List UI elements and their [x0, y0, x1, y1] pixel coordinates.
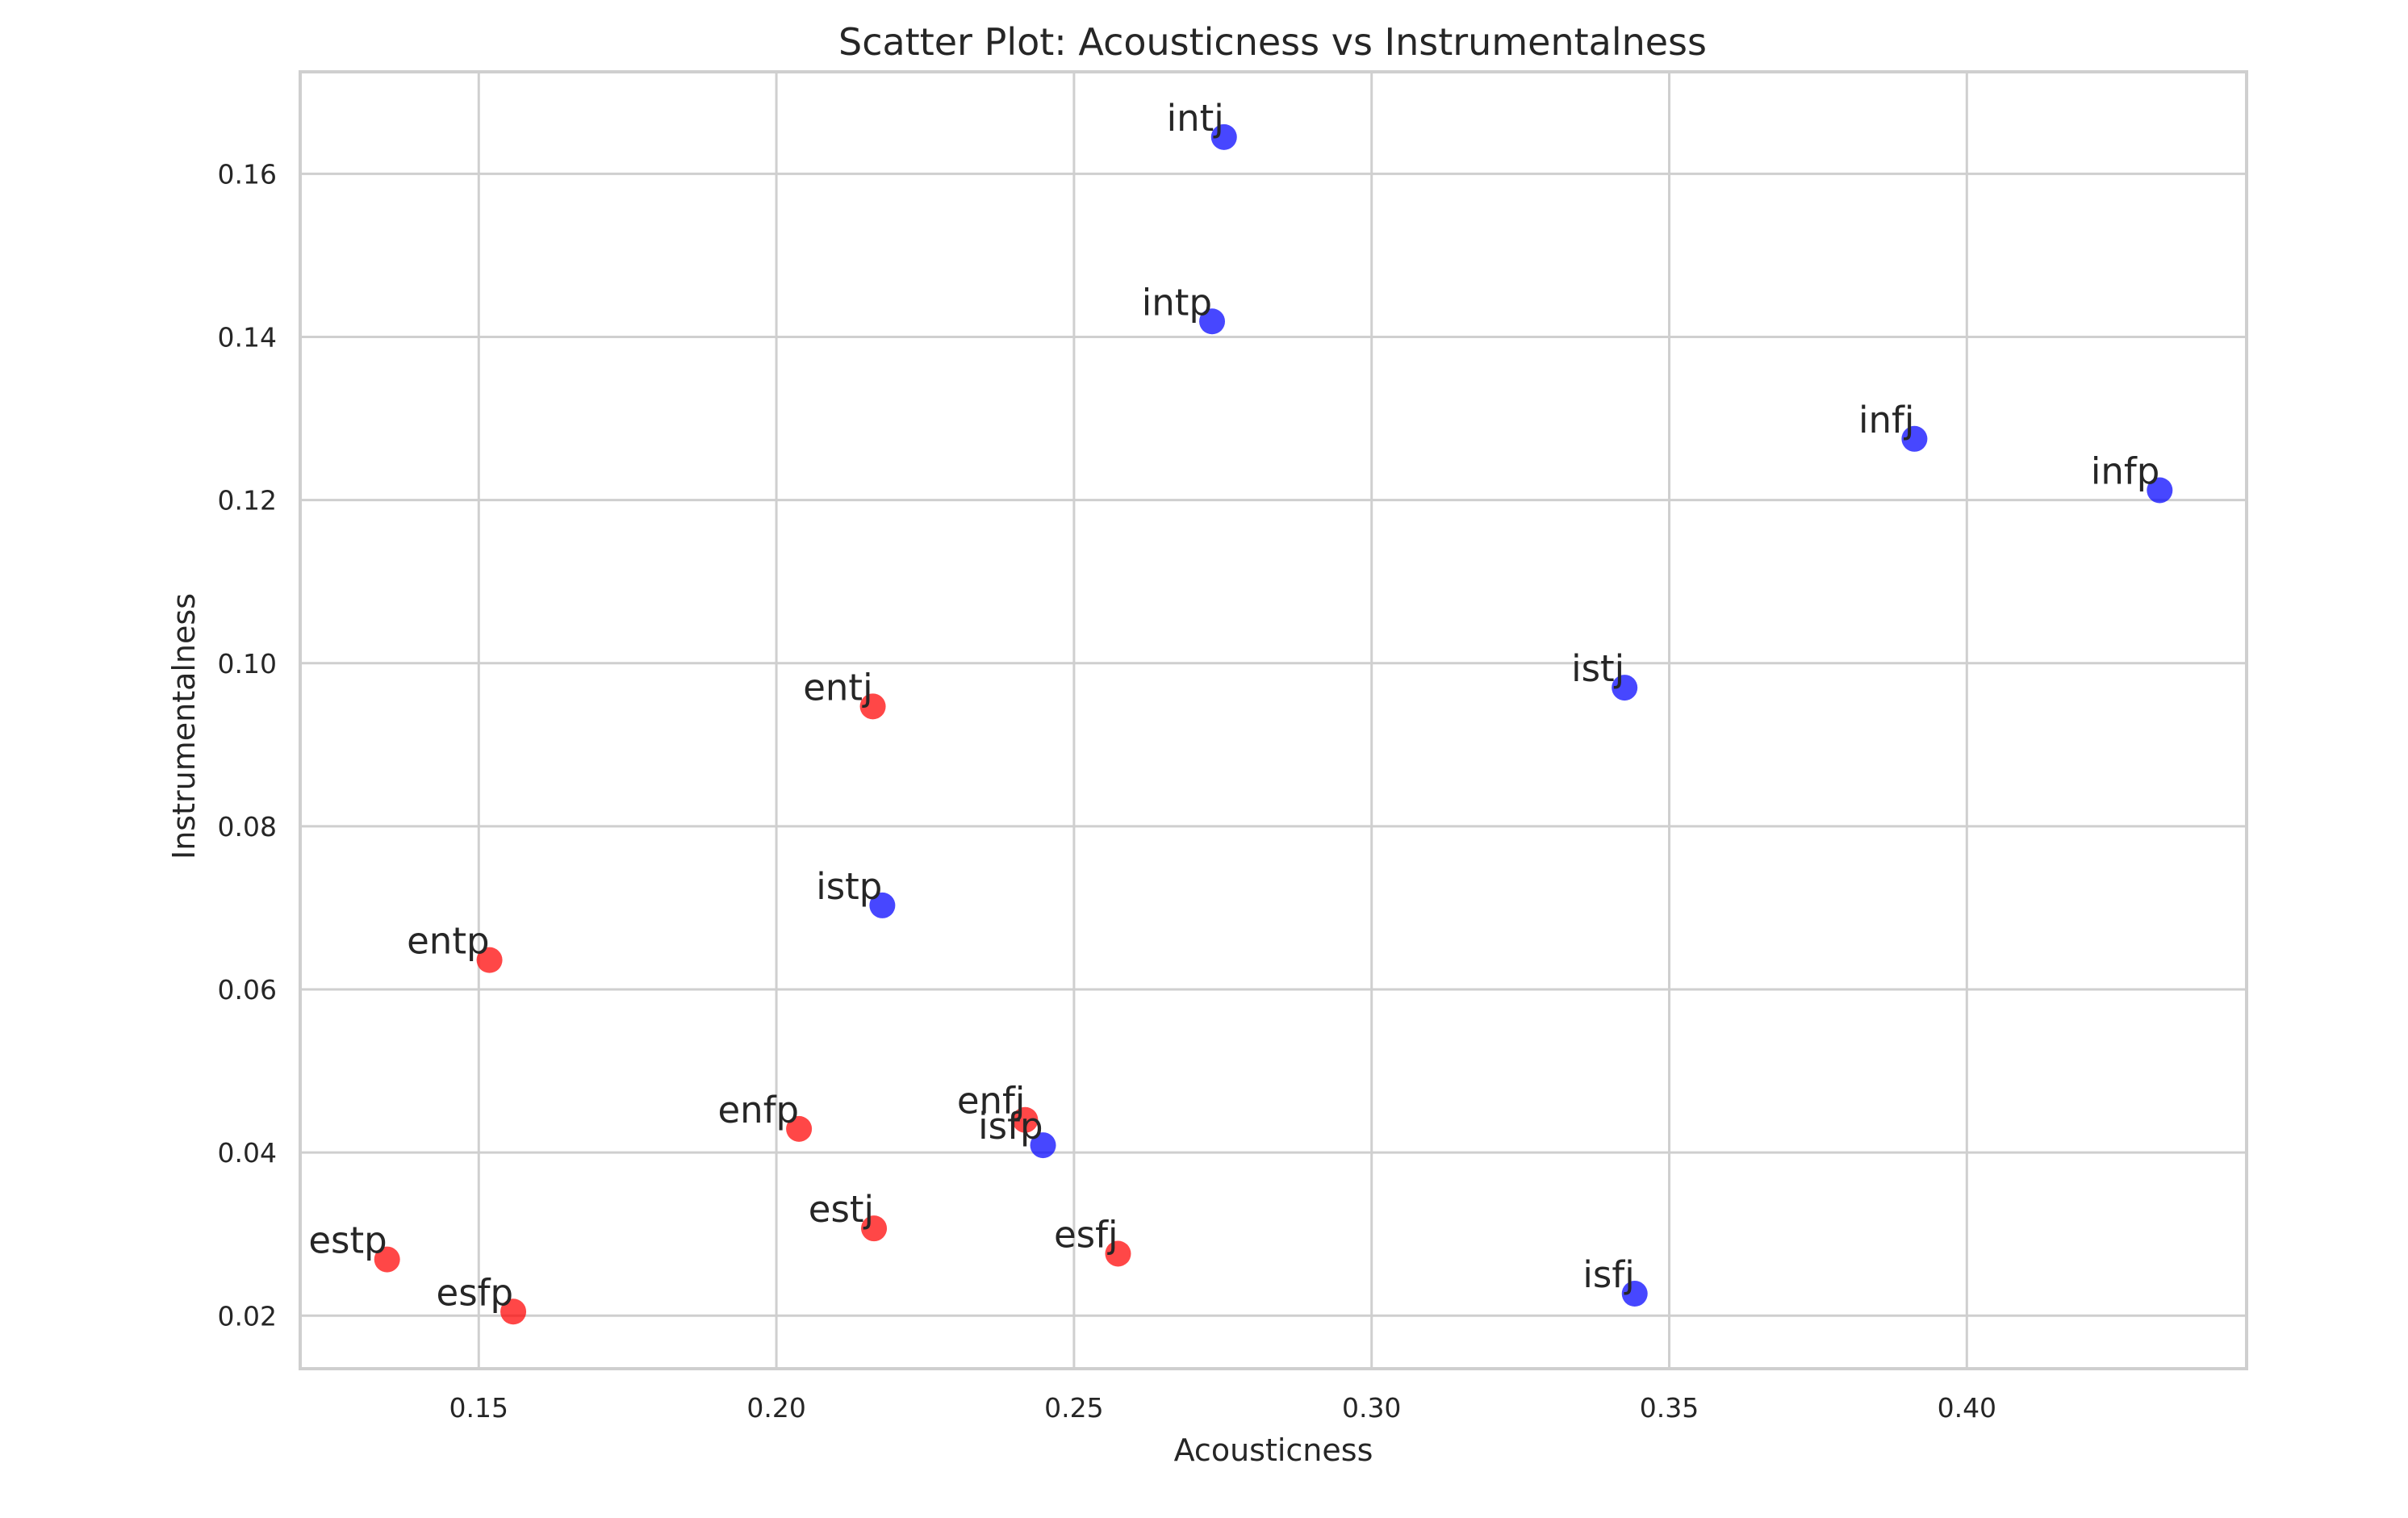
point-label-entp: entp — [407, 920, 489, 963]
x-tick-label: 0.15 — [449, 1392, 508, 1424]
data-point-entj — [859, 693, 886, 720]
point-label-infp: infp — [2091, 450, 2159, 492]
data-point-istj — [1612, 675, 1638, 701]
point-labels: intj intp infj infp istj entj istp entp enfp enfj… — [308, 97, 2159, 1314]
y-tick-label: 0.08 — [218, 811, 277, 843]
data-point-esfj — [1105, 1240, 1131, 1267]
y-tick-labels: 0.02 0.04 0.06 0.08 0.10 0.12 0.14 0.16 — [218, 158, 277, 1332]
point-label-infj: infj — [1858, 399, 1914, 441]
data-point-esfp — [500, 1298, 527, 1325]
plot-frame — [299, 70, 2248, 1370]
x-tick-label: 0.30 — [1342, 1392, 1401, 1424]
y-tick-label: 0.12 — [218, 485, 277, 516]
point-label-istp: istp — [816, 865, 882, 908]
data-point-isfj — [1621, 1281, 1648, 1307]
data-point-intp — [1199, 308, 1226, 335]
data-point-enfj — [1012, 1106, 1039, 1133]
point-label-isfj: isfj — [1582, 1253, 1634, 1296]
gridlines — [300, 72, 2247, 1369]
point-label-estj: estj — [809, 1188, 874, 1231]
point-label-entj: entj — [803, 666, 872, 709]
data-point-infp — [2147, 477, 2173, 504]
point-label-estp: estp — [308, 1219, 387, 1262]
y-axis-label: Instrumentalness — [166, 593, 202, 859]
data-point-istp — [869, 892, 896, 918]
point-label-esfj: esfj — [1054, 1213, 1118, 1256]
point-label-enfj: enfj — [957, 1080, 1026, 1123]
x-tick-label: 0.20 — [746, 1392, 805, 1424]
x-axis-label: Acousticness — [1174, 1432, 1373, 1468]
point-label-intp: intp — [1142, 281, 1212, 324]
y-tick-label: 0.06 — [218, 974, 277, 1006]
data-point-isfp — [1030, 1132, 1056, 1159]
point-label-isfp: isfp — [978, 1105, 1043, 1148]
data-points — [374, 123, 2173, 1325]
y-tick-label: 0.02 — [218, 1300, 277, 1332]
data-point-entp — [476, 947, 503, 973]
y-tick-label: 0.10 — [218, 648, 277, 680]
chart-title: Scatter Plot: Acousticness vs Instrument… — [838, 20, 1707, 64]
point-label-enfp: enfp — [717, 1089, 799, 1131]
y-tick-label: 0.04 — [218, 1137, 277, 1169]
x-tick-label: 0.40 — [1938, 1392, 1996, 1424]
point-label-intj: intj — [1167, 97, 1224, 140]
x-tick-label: 0.25 — [1044, 1392, 1103, 1424]
data-point-estj — [861, 1215, 888, 1242]
data-point-infj — [1901, 425, 1928, 452]
point-label-esfp: esfp — [437, 1271, 514, 1314]
x-tick-label: 0.35 — [1640, 1392, 1699, 1424]
data-point-enfp — [786, 1115, 813, 1142]
y-tick-label: 0.16 — [218, 158, 277, 190]
data-point-intj — [1210, 123, 1237, 150]
data-point-estp — [374, 1246, 400, 1273]
point-label-istj: istj — [1571, 647, 1624, 690]
x-tick-labels: 0.15 0.20 0.25 0.30 0.35 0.40 — [449, 1392, 1997, 1424]
y-tick-label: 0.14 — [218, 321, 277, 353]
